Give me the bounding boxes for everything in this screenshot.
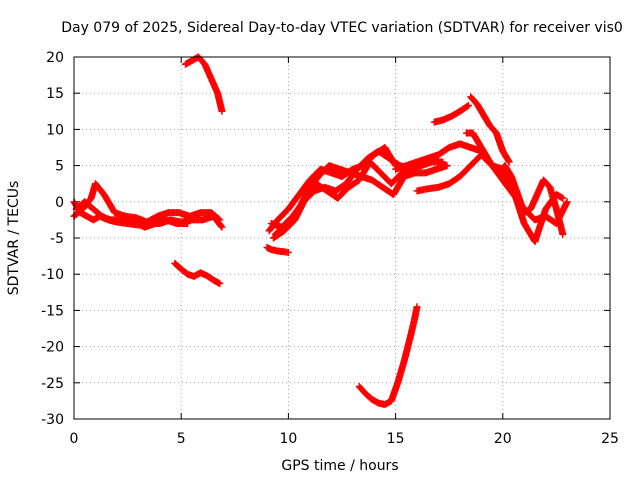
data-point-marker <box>218 223 226 231</box>
data-point-marker <box>413 303 421 311</box>
x-tick-label: 25 <box>601 431 619 447</box>
plot-frame <box>73 56 611 420</box>
data-point-marker <box>217 222 225 230</box>
y-tick-label: -30 <box>41 412 64 428</box>
series-arc-11 <box>355 303 421 409</box>
chart-title: Day 079 of 2025, Sidereal Day-to-day VTE… <box>61 20 623 36</box>
series-arc-15 <box>462 129 567 238</box>
x-tick-label: 15 <box>387 431 405 447</box>
x-tick-label: 10 <box>279 431 297 447</box>
y-tick-label: -15 <box>41 303 64 319</box>
data-point-marker <box>216 216 224 224</box>
grid-lines <box>74 57 610 419</box>
y-tick-label: -5 <box>50 231 64 247</box>
series-arc-4 <box>171 259 224 288</box>
y-axis-label: SDTVAR / TECUs <box>6 181 22 296</box>
y-tick-label: 15 <box>46 86 64 102</box>
data-point-marker <box>215 215 223 223</box>
series-arc-10 <box>272 162 451 238</box>
data-point-marker <box>505 158 513 166</box>
data-point-marker <box>184 220 192 228</box>
y-tick-label: 20 <box>46 50 64 66</box>
y-tick-label: 10 <box>46 122 64 138</box>
series-arc-3 <box>72 198 192 231</box>
data-point-marker <box>563 198 571 206</box>
x-tick-label: 0 <box>70 431 79 447</box>
data-point-marker <box>216 280 224 288</box>
y-tick-label: 0 <box>55 195 64 211</box>
data-point-marker <box>559 230 567 238</box>
x-tick-label: 20 <box>494 431 512 447</box>
data-point-marker <box>464 102 472 110</box>
series-arc-6 <box>263 243 292 256</box>
y-tick-label: -10 <box>41 267 64 283</box>
y-tick-label: -20 <box>41 340 64 356</box>
x-tick-label: 5 <box>177 431 186 447</box>
y-tick-label: -25 <box>41 376 64 392</box>
y-tick-label: 5 <box>55 159 64 175</box>
data-point-marker <box>218 107 226 115</box>
data-markers <box>70 53 571 409</box>
data-point-marker <box>463 102 471 110</box>
data-point-marker <box>559 194 567 202</box>
data-point-marker <box>443 162 451 170</box>
x-axis-label: GPS time / hours <box>281 458 398 474</box>
series-arc-14 <box>430 102 472 126</box>
data-point-marker <box>284 248 292 256</box>
series-arc-16 <box>467 93 513 166</box>
series-arc-5 <box>181 53 226 115</box>
